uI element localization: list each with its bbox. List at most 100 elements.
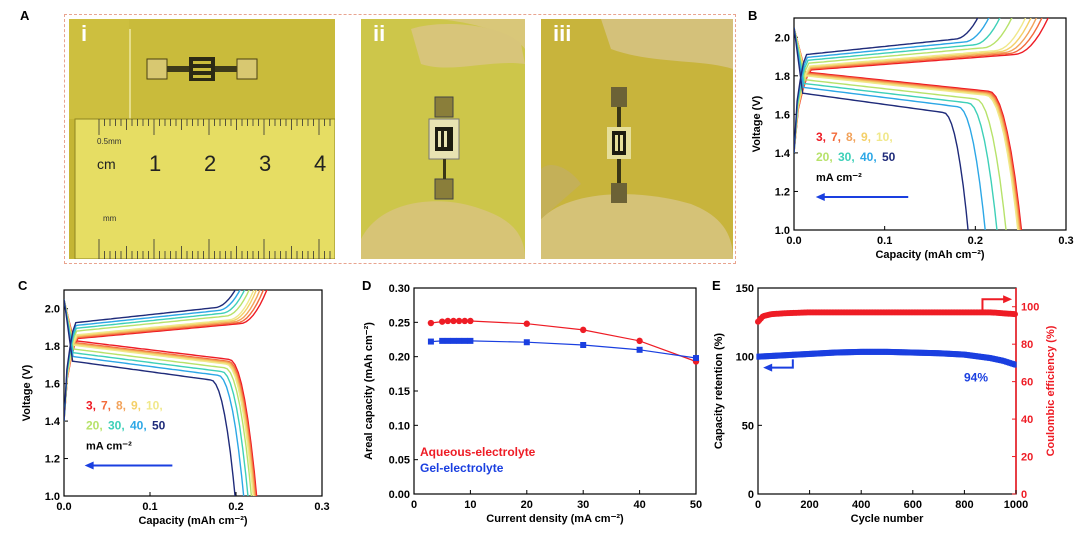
x-tick-label: 200 [800, 499, 818, 511]
y-tick-label: 0.10 [389, 420, 410, 432]
y2-tick-label: 60 [1021, 377, 1033, 389]
discharge-curve-8 [64, 299, 256, 496]
charge-curve-40 [64, 290, 241, 422]
legend-rate-50: 50 [882, 150, 896, 164]
y-tick-label: 0.05 [389, 455, 410, 467]
device-stretched-illustration [541, 19, 733, 259]
gel-point [693, 355, 699, 362]
y-tick-label: 1.2 [45, 454, 60, 466]
y2-tick-label: 40 [1021, 414, 1033, 426]
left-axis-indicator-line [771, 359, 794, 369]
gel-point [444, 337, 451, 344]
y-axis-label: Capacity retention (%) [713, 333, 725, 449]
ruler-number-2: 2 [204, 151, 216, 176]
discharge-curve-50 [64, 299, 236, 496]
device-flat-illustration [361, 19, 525, 259]
right-axis-indicator-line [981, 298, 1005, 311]
photo-device-on-ruler: 0.5mm cm 1 2 3 4 mm i [69, 19, 335, 259]
y2-tick-label: 100 [1021, 302, 1039, 314]
y-tick-label: 1.2 [775, 186, 790, 198]
legend-rate-7: 7, [831, 130, 841, 144]
plot-frame [793, 17, 1067, 231]
discharge-curve-50 [794, 27, 969, 230]
charge-curve-50 [794, 18, 979, 153]
panel-letter-e: E [712, 278, 721, 293]
photo-device-gloved-flat: ii [361, 19, 525, 259]
y-axis-label: Voltage (V) [21, 364, 33, 421]
panel-letter-a: A [20, 8, 30, 23]
x-tick-label: 0.0 [56, 501, 71, 513]
discharge-curve-3 [64, 299, 258, 496]
y-tick-label: 0 [748, 489, 754, 501]
aqueous-point [523, 320, 530, 327]
areal-capacity-chart: 0 10 20 30 40 50 0.00 0.05 0.10 0.15 0.20 0.25 0.30 C… [363, 283, 702, 525]
legend-rate-7: 7, [101, 398, 111, 412]
discharge-curve-20 [64, 299, 253, 496]
x-tick-label: 0 [411, 499, 417, 511]
gel-point [636, 346, 643, 353]
gel-point [450, 337, 457, 344]
gel-point [461, 337, 468, 344]
aqueous-point [580, 326, 587, 334]
x-tick-label: 10 [464, 499, 476, 511]
direction-arrow-head [84, 461, 94, 470]
aqueous-point [636, 337, 643, 345]
discharge-curve-30 [794, 27, 998, 230]
discharge-curve-9 [794, 27, 1020, 230]
charge-curve-7 [794, 18, 1043, 153]
legend-rate-50: 50 [152, 418, 166, 432]
x-tick-label: 0.3 [314, 501, 329, 513]
y-tick-label: 0.25 [389, 317, 410, 329]
plot-frame [63, 289, 323, 497]
charge-curve-8 [794, 18, 1038, 153]
legend-rate-40: 40, [860, 150, 877, 164]
x-tick-label: 40 [633, 499, 645, 511]
curves-group [794, 18, 1049, 230]
y-tick-label: 2.0 [775, 32, 790, 44]
legend-rate-8: 8, [846, 130, 856, 144]
aqueous-point [455, 317, 463, 325]
y-tick-label: 50 [742, 420, 754, 432]
charge-curve-10 [64, 290, 255, 422]
discharge-curve-40 [64, 299, 245, 496]
charge-curve-8 [64, 290, 261, 422]
legend-rate-10: 10, [876, 130, 893, 144]
y-tick-label: 1.6 [775, 109, 790, 121]
ruler-mm-label: mm [103, 214, 117, 223]
charge-curve-50 [64, 290, 237, 422]
legend-rate-9: 9, [131, 398, 141, 412]
photo-label-i: i [81, 21, 88, 46]
legend-rate-3: 3, [86, 398, 96, 412]
charge-curve-10 [794, 18, 1027, 153]
aqueous-point [467, 317, 474, 325]
y2-tick-label: 20 [1021, 452, 1033, 464]
charge-curve-9 [64, 290, 258, 422]
x-axis-label: Capacity (mAh cm⁻²) [138, 515, 247, 527]
charge-curve-3 [794, 18, 1049, 153]
x-tick-label: 50 [690, 499, 702, 511]
ruler-number-3: 3 [259, 151, 271, 176]
gel-point [456, 337, 463, 344]
legend-rate-30: 30, [838, 150, 855, 164]
photo-frame: 0.5mm cm 1 2 3 4 mm i ii [64, 14, 736, 264]
x-tick-label: 20 [521, 499, 533, 511]
y-tick-label: 2.0 [45, 304, 60, 316]
x-tick-label: 600 [904, 499, 922, 511]
legend-rate-10: 10, [146, 398, 163, 412]
discharge-curve-40 [794, 27, 986, 230]
legend-rate-30: 30, [108, 418, 125, 432]
legend-unit: mA cm⁻² [816, 172, 862, 184]
legend-rate-3: 3, [816, 130, 826, 144]
photo-label-iii: iii [553, 21, 572, 46]
x-axis-label: Cycle number [851, 513, 924, 525]
legend-rate-8: 8, [116, 398, 126, 412]
device-ruler-illustration: 0.5mm cm 1 2 3 4 mm [69, 19, 335, 259]
y2-tick-label: 0 [1021, 489, 1027, 501]
x-axis-label: Capacity (mAh cm⁻²) [875, 249, 984, 261]
x-tick-label: 0.2 [228, 501, 243, 513]
gel-point [580, 341, 587, 348]
photo-device-gloved-stretched: iii [541, 19, 733, 259]
photo-label-ii: ii [373, 21, 386, 46]
y-tick-label: 1.0 [45, 491, 60, 503]
ruler-number-1: 1 [149, 151, 161, 176]
